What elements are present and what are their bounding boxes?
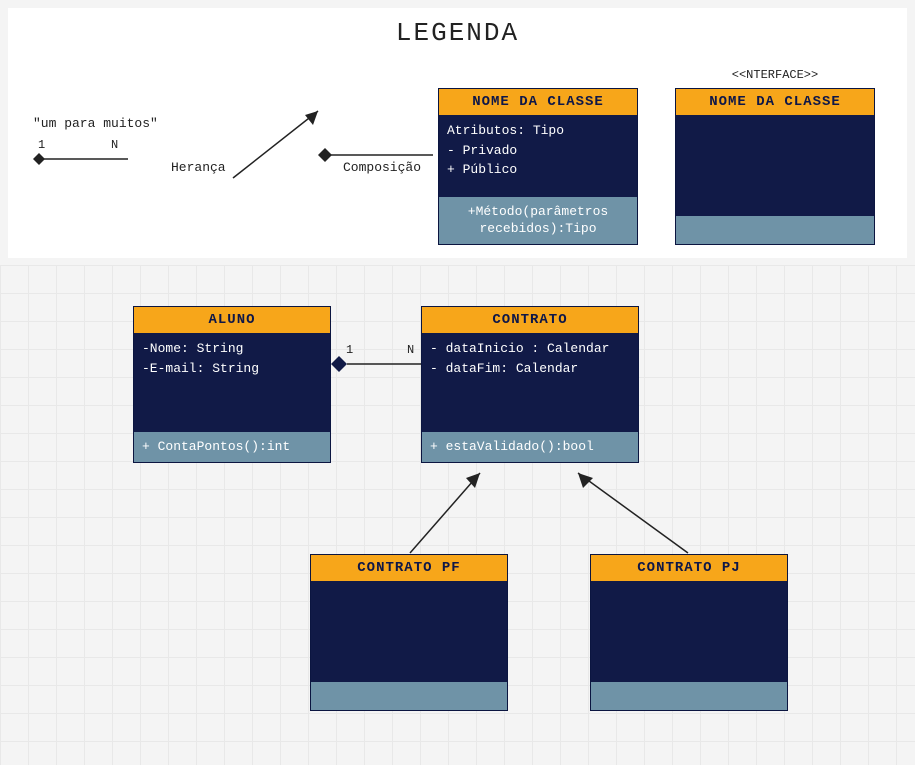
class-contrato-attrs: - dataInicio : Calendar - dataFim: Calen… [422,333,638,432]
interface-stereotype: <<NTERFACE>> [675,68,875,82]
legend-class-header: NOME DA CLASSE [439,89,637,115]
legend-class-box: NOME DA CLASSE Atributos: Tipo - Privado… [438,88,638,245]
class-aluno-attrs: -Nome: String -E-mail: String [134,333,330,432]
legend-class-methods: +Método(parâmetros recebidos):Tipo [439,197,637,244]
one-to-many-line [33,153,133,167]
inheritance-arrow [223,103,333,183]
legend-n: N [111,138,118,152]
class-pj-header: CONTRATO PJ [591,555,787,581]
class-contrato-methods: + estaValidado():bool [422,432,638,462]
legend-iface-header: NOME DA CLASSE [676,89,874,115]
class-contrato: CONTRATO - dataInicio : Calendar - dataF… [421,306,639,463]
class-pf-methods [311,682,507,710]
legend-iface-methods [676,216,874,244]
class-aluno-header: ALUNO [134,307,330,333]
class-pj-methods [591,682,787,710]
class-aluno: ALUNO -Nome: String -E-mail: String + Co… [133,306,331,463]
class-aluno-methods: + ContaPontos():int [134,432,330,462]
class-pf-attrs [311,581,507,682]
legend-class-attrs: Atributos: Tipo - Privado + Público [439,115,637,197]
class-contrato-pj: CONTRATO PJ [590,554,788,711]
composition-label: Composição [343,160,421,175]
assoc-one: 1 [346,343,353,357]
legend-one: 1 [38,138,45,152]
class-contrato-header: CONTRATO [422,307,638,333]
class-pf-header: CONTRATO PF [311,555,507,581]
class-contrato-pf: CONTRATO PF [310,554,508,711]
one-to-many-label: "um para muitos" [33,116,158,131]
class-pj-attrs [591,581,787,682]
legend-interface-box: NOME DA CLASSE [675,88,875,245]
assoc-aluno-contrato [331,356,423,372]
inherit-pf-contrato [400,463,550,558]
inherit-pj-contrato [548,463,698,558]
inheritance-label: Herança [171,160,226,175]
legend-panel: LEGENDA "um para muitos" 1 N Herança Com… [8,8,907,258]
legend-title: LEGENDA [8,18,907,48]
composition-line [318,148,433,162]
assoc-n: N [407,343,414,357]
legend-iface-attrs [676,115,874,216]
